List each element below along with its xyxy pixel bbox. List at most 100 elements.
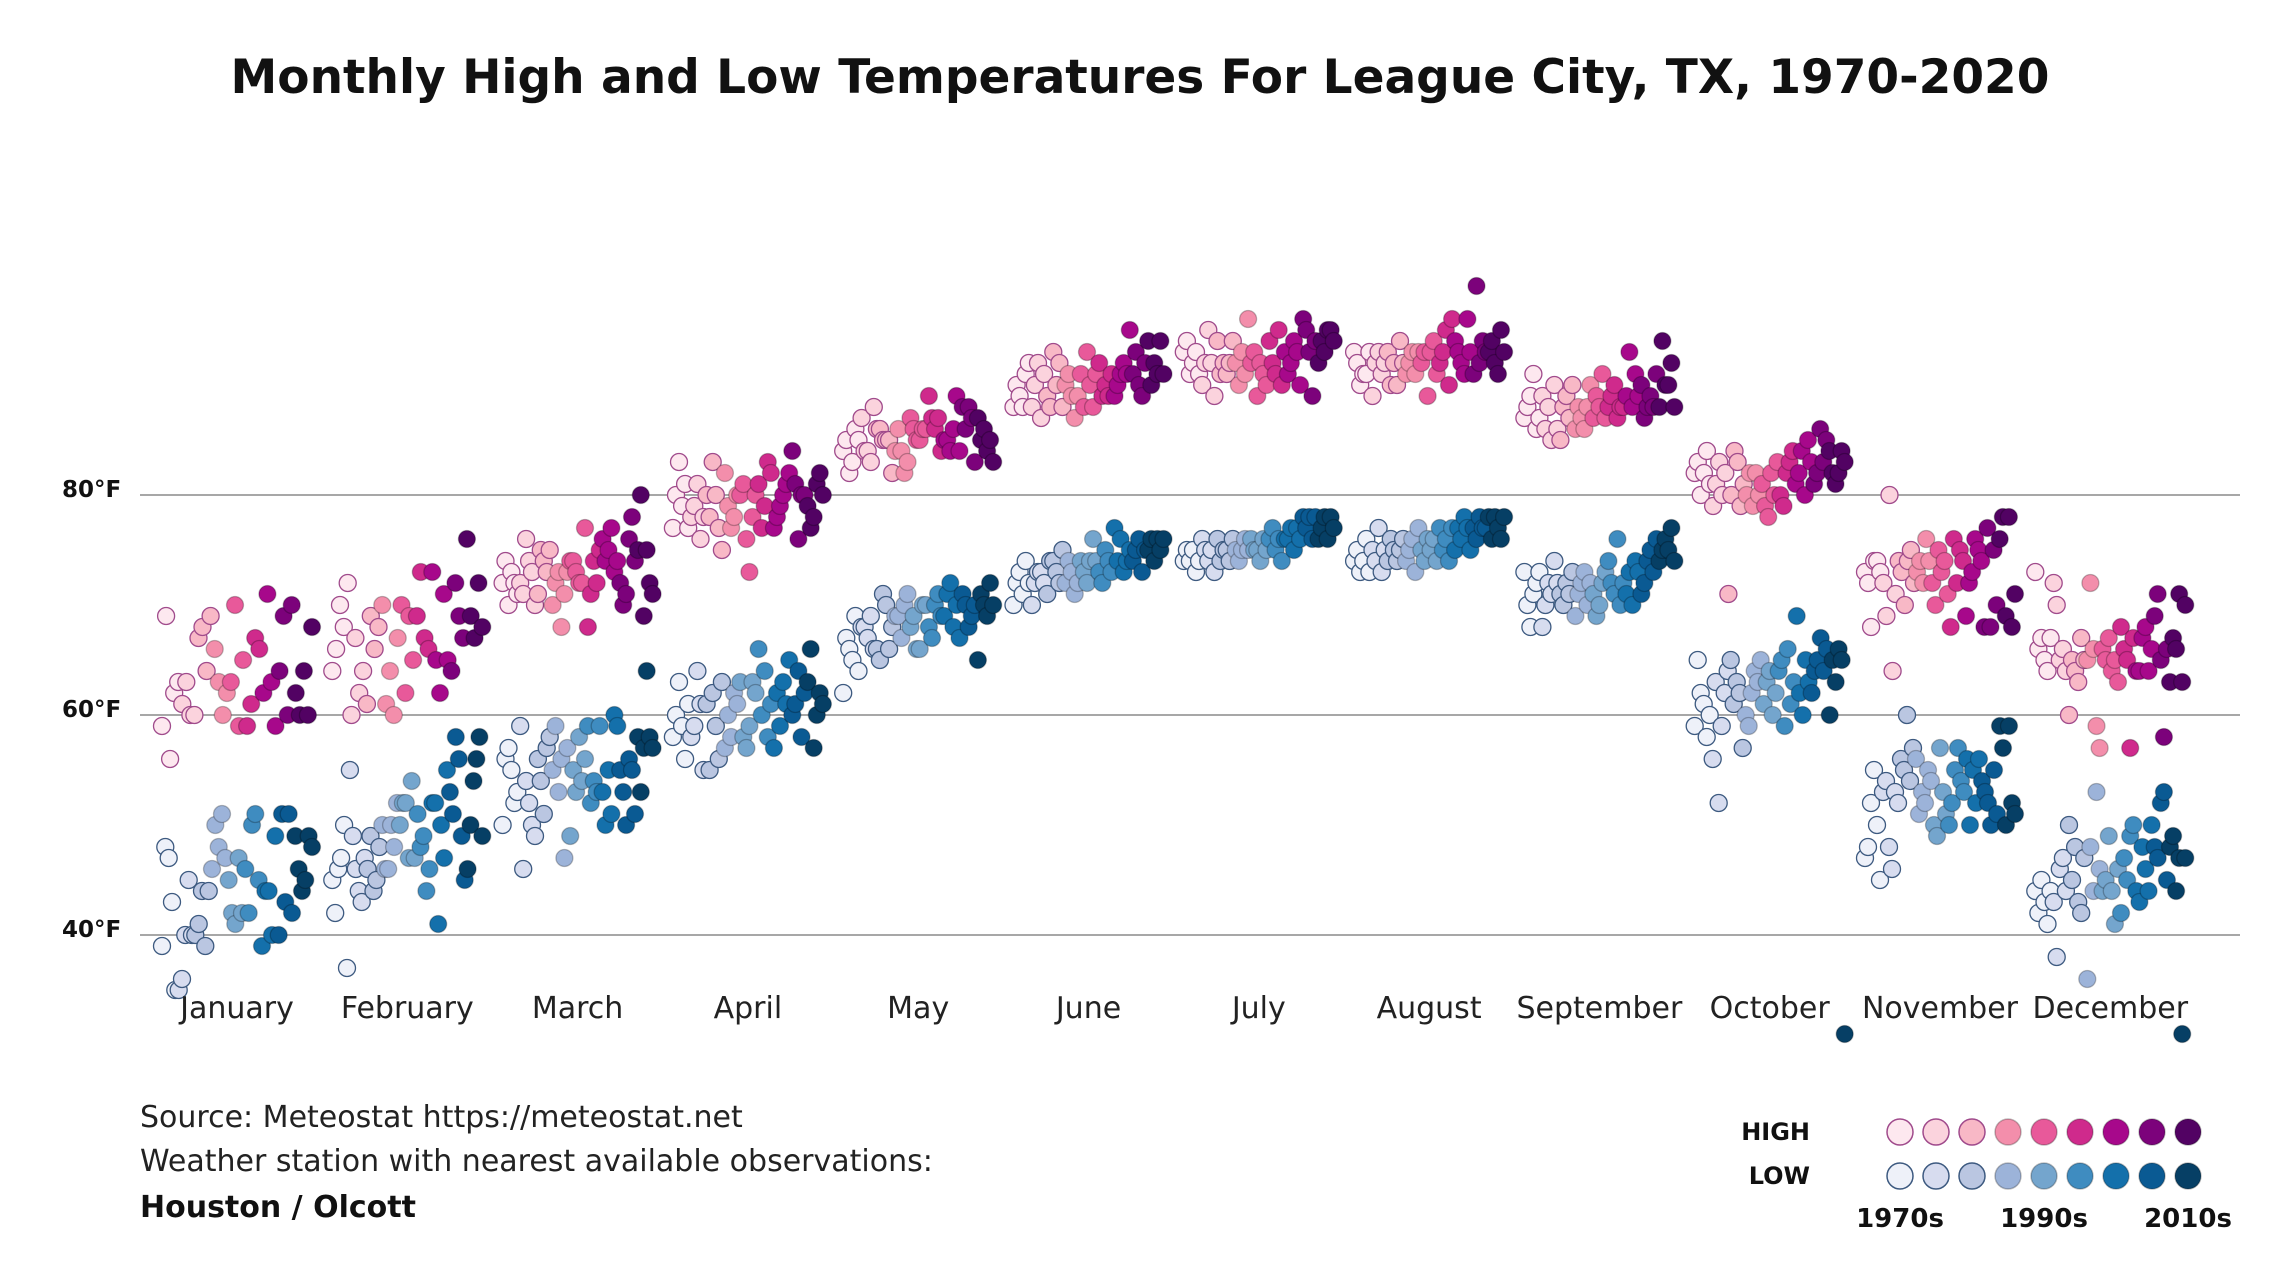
high-point — [396, 683, 415, 703]
low-point — [2148, 848, 2167, 868]
high-point — [1895, 595, 1914, 615]
low-point — [1491, 529, 1511, 549]
low-point — [417, 881, 436, 901]
high-point — [2148, 584, 2167, 604]
station-note: Weather station with nearest available o… — [140, 1144, 933, 1179]
low-point — [1739, 716, 1758, 736]
low-point — [1016, 551, 1035, 571]
high-point — [2090, 738, 2109, 758]
low-point — [608, 716, 627, 736]
low-point — [326, 903, 345, 923]
high-point — [631, 485, 650, 505]
low-point — [728, 694, 747, 714]
high-point — [213, 705, 232, 725]
low-point — [1939, 815, 1959, 835]
low-point — [746, 683, 765, 703]
low-point — [792, 727, 811, 747]
high-point — [342, 705, 361, 725]
high-point — [1835, 452, 1854, 472]
low-point — [798, 672, 817, 692]
low-point — [259, 881, 278, 901]
low-point — [202, 859, 222, 879]
low-point — [1022, 595, 1042, 615]
low-point — [246, 804, 265, 824]
high-point — [242, 694, 261, 714]
low-point — [189, 914, 208, 934]
low-point — [898, 584, 917, 604]
high-point — [1861, 617, 1881, 637]
legend-high-swatch — [2138, 1118, 2166, 1146]
high-point — [843, 452, 862, 472]
low-point — [1870, 870, 1890, 890]
low-point — [461, 815, 480, 835]
x-label-january: January — [178, 991, 294, 1026]
low-point — [1665, 551, 1684, 571]
low-point — [511, 716, 530, 736]
high-point — [1941, 617, 1960, 637]
low-point — [941, 573, 960, 593]
low-point — [2173, 1024, 2192, 1044]
low-point — [2099, 826, 2118, 846]
high-point — [357, 694, 377, 714]
high-point — [965, 452, 984, 472]
low-point — [279, 804, 298, 824]
low-point — [614, 782, 633, 802]
high-point — [950, 441, 969, 461]
high-point — [898, 452, 917, 472]
low-point — [622, 760, 642, 780]
high-point — [430, 683, 450, 703]
legend-decade-2010s: 2010s — [2144, 1204, 2232, 1234]
high-point — [864, 397, 883, 417]
low-point — [525, 826, 545, 846]
high-point — [1789, 463, 1808, 483]
legend-high-label: HIGH — [1741, 1118, 1810, 1146]
high-point — [575, 518, 595, 538]
high-point — [980, 430, 1000, 450]
low-point — [575, 749, 595, 769]
low-point — [1930, 738, 1950, 758]
high-point — [282, 595, 301, 615]
low-point — [352, 892, 371, 912]
high-point — [2154, 727, 2174, 747]
low-point — [1984, 760, 2004, 780]
low-point — [968, 650, 988, 670]
high-point — [1151, 331, 1170, 351]
low-point — [1927, 826, 1947, 846]
high-point — [1491, 320, 1511, 340]
high-point — [334, 617, 353, 637]
high-point — [552, 617, 571, 637]
high-point — [516, 529, 536, 549]
low-point — [2163, 826, 2183, 846]
high-point — [469, 573, 488, 593]
high-point — [2041, 628, 2060, 648]
low-point — [625, 804, 645, 824]
low-point — [446, 727, 465, 747]
low-point — [675, 749, 695, 769]
legend-swatches — [1886, 1118, 2202, 1190]
low-point — [749, 639, 768, 659]
low-point — [1590, 595, 1609, 615]
low-point — [337, 958, 357, 978]
high-point — [1563, 375, 1582, 395]
high-point — [2072, 628, 2091, 648]
low-point — [1709, 793, 1728, 813]
legend-high-swatch — [2066, 1118, 2094, 1146]
low-point — [340, 760, 360, 780]
low-point — [443, 804, 463, 824]
low-point — [467, 749, 486, 769]
legend-low-swatch — [2066, 1162, 2094, 1190]
low-point — [1954, 782, 1974, 802]
high-point — [326, 639, 346, 659]
high-point — [473, 617, 492, 637]
high-point — [2026, 562, 2045, 582]
y-axis-tick-labels: 40°F 60°F 80°F — [62, 477, 121, 943]
high-point — [1956, 606, 1976, 626]
high-point — [637, 540, 656, 560]
high-point — [1883, 661, 1902, 681]
low-point — [1787, 606, 1806, 626]
low-point — [1712, 716, 1731, 736]
low-point — [1867, 815, 1887, 835]
chart-title: Monthly High and Low Temperatures For Le… — [230, 50, 2050, 105]
high-point — [152, 716, 172, 736]
high-point — [353, 661, 373, 681]
